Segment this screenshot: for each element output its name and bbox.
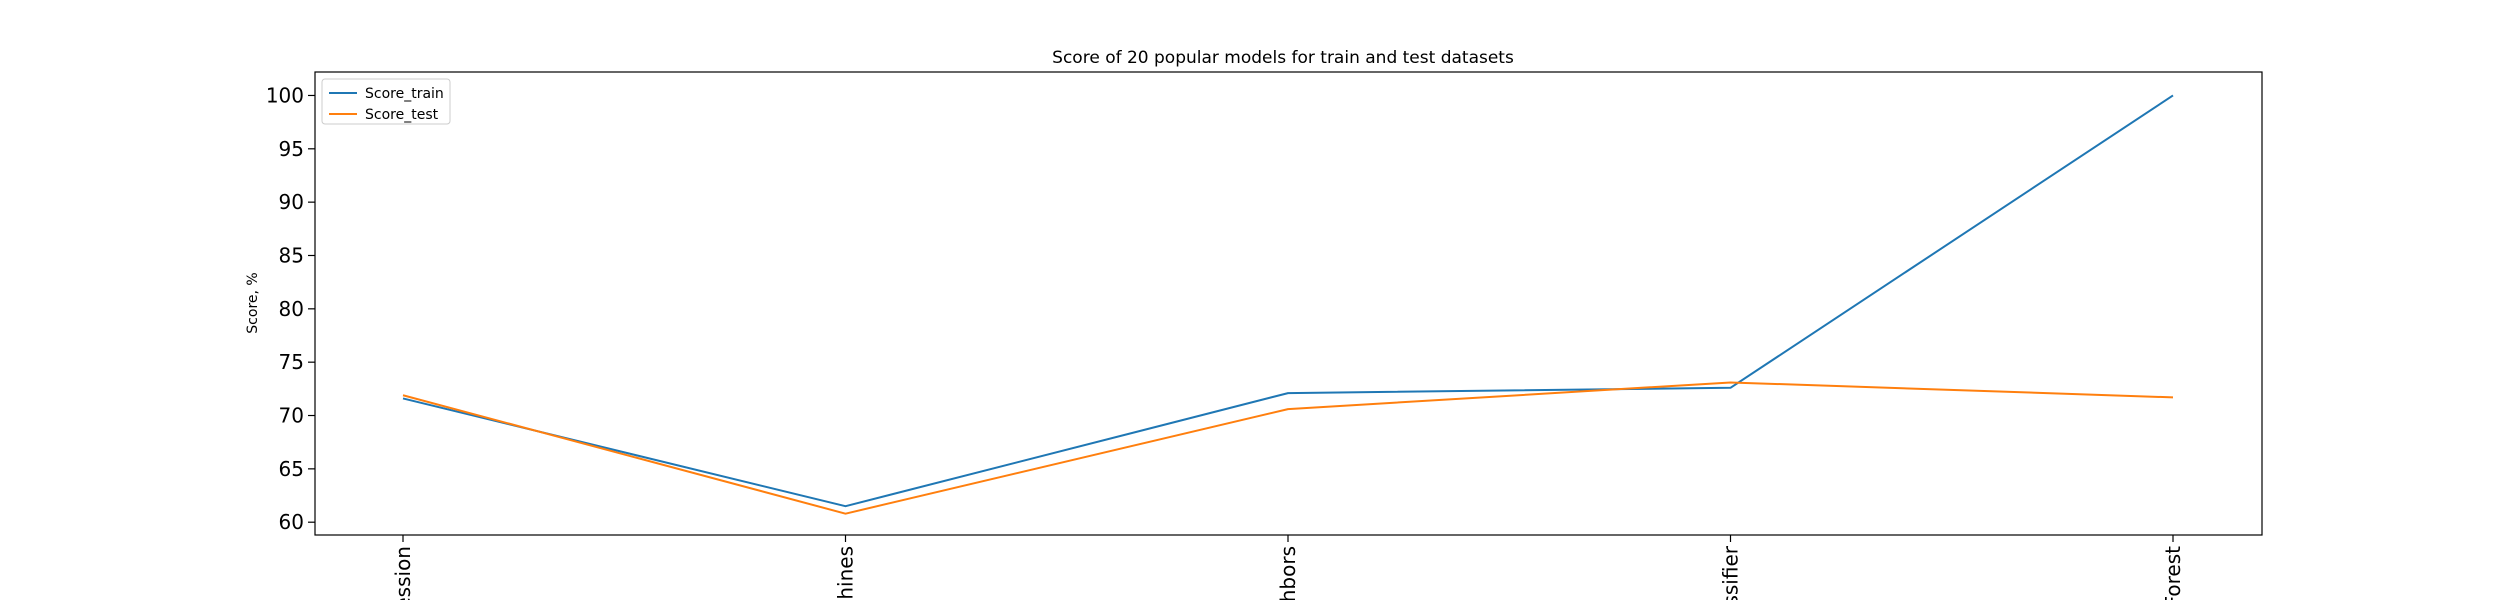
series-line-score-test — [402, 381, 2174, 515]
y-tick-label: 70 — [279, 404, 304, 428]
y-tick-label: 100 — [266, 83, 304, 107]
data-point — [402, 397, 404, 399]
x-tick-label: Forest — [2161, 546, 2185, 600]
y-tick-label: 65 — [279, 457, 304, 481]
series-line-score-train — [402, 94, 2174, 508]
x-tick-label: hbors — [1276, 546, 1300, 600]
y-tick-label: 85 — [279, 243, 304, 267]
y-tick-label: 95 — [279, 137, 304, 161]
y-tick-label: 80 — [279, 297, 304, 321]
data-point — [1287, 408, 1289, 410]
data-point — [2172, 396, 2174, 398]
y-tick-label: 75 — [279, 350, 304, 374]
y-tick-label: 90 — [279, 190, 304, 214]
legend-box — [321, 78, 451, 125]
plot-frame — [314, 71, 2263, 536]
data-point — [1287, 392, 1289, 394]
data-point — [845, 513, 847, 515]
data-point — [1730, 381, 1732, 383]
data-point — [845, 505, 847, 507]
data-point — [402, 394, 404, 396]
x-tick-label: chines — [834, 546, 858, 600]
data-point — [1730, 387, 1732, 389]
x-tick-label: ession — [391, 546, 415, 600]
plot-area: 60 65 70 75 80 85 90 95 100 ession chines hbors ssif… — [266, 71, 2263, 604]
data-point — [2172, 94, 2174, 96]
legend-label: Score_test — [365, 107, 439, 123]
legend: Score_train Score_test — [321, 78, 451, 125]
chart-title: Score of 20 popular models for train and… — [1052, 48, 1514, 68]
y-axis-label: Score, % — [245, 272, 261, 333]
x-tick-label: ssifier — [1719, 545, 1743, 600]
legend-label: Score_train — [365, 86, 444, 102]
y-tick-label: 60 — [279, 510, 304, 534]
